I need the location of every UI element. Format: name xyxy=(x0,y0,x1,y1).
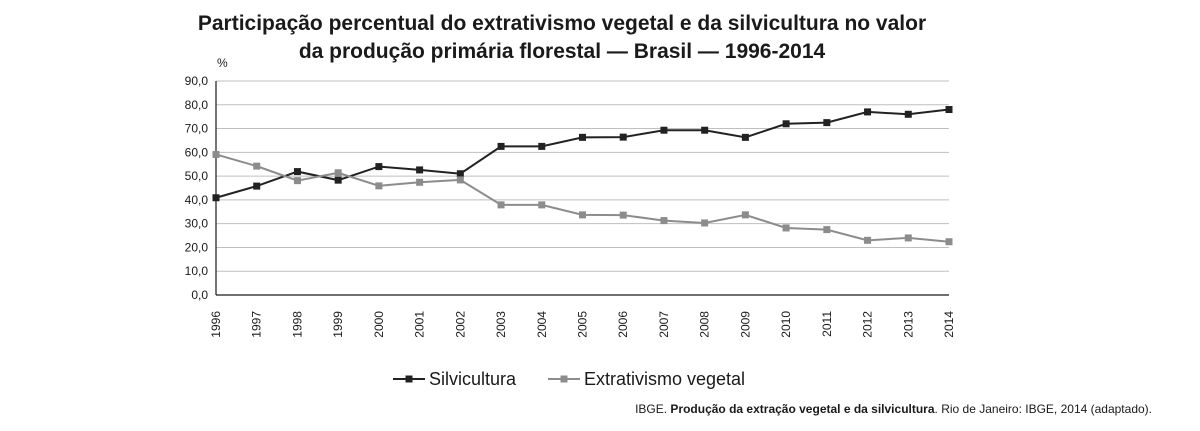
x-tick-label: 2001 xyxy=(413,311,427,338)
x-tick-label: 2002 xyxy=(453,311,467,338)
data-point xyxy=(456,170,464,178)
data-point xyxy=(456,176,464,184)
x-tick-labels: 1996 1997 1998 1999 2000 2001 2002 2003 2004 2005… xyxy=(209,311,956,338)
data-point xyxy=(782,224,790,232)
x-tick-label: 2014 xyxy=(942,311,956,338)
data-point xyxy=(619,211,627,219)
x-tick-label: 2000 xyxy=(372,311,386,338)
y-tick-label: 10,0 xyxy=(185,264,209,278)
x-tick-label: 2010 xyxy=(779,311,793,338)
y-tick-label: 20,0 xyxy=(185,240,209,254)
legend-marker xyxy=(560,375,568,383)
legend-item-extrativismo-vegetal: Extrativismo vegetal xyxy=(548,369,745,389)
data-point xyxy=(253,182,261,190)
series-extrativismo-vegetal xyxy=(212,150,953,246)
chart-title-line-2: da produção primária florestal — Brasil … xyxy=(299,40,826,63)
x-tick-label: 2012 xyxy=(861,311,875,338)
y-tick-label: 40,0 xyxy=(185,193,209,207)
data-point xyxy=(945,238,953,246)
x-tick-label: 2005 xyxy=(576,311,590,338)
data-point xyxy=(538,201,546,209)
data-point xyxy=(293,177,301,185)
data-point xyxy=(701,219,709,227)
legend-item-silvicultura: Silvicultura xyxy=(393,369,517,389)
series xyxy=(212,106,953,246)
legend-label: Extrativismo vegetal xyxy=(584,369,745,389)
series-line xyxy=(215,108,950,199)
data-point xyxy=(823,226,831,234)
x-tick-label: 2006 xyxy=(616,311,630,338)
data-point xyxy=(945,106,953,114)
legend-marker xyxy=(405,375,413,383)
x-tick-label: 2004 xyxy=(535,311,549,338)
data-point xyxy=(904,110,912,118)
data-point xyxy=(741,211,749,219)
series-silvicultura xyxy=(212,106,953,202)
data-point xyxy=(660,126,668,134)
data-point xyxy=(212,194,220,202)
y-axis-unit-label: % xyxy=(217,56,228,70)
data-point xyxy=(864,108,872,116)
data-point xyxy=(823,119,831,127)
y-tick-label: 0,0 xyxy=(191,288,208,302)
source-title: Produção da extração vegetal e da silvic… xyxy=(670,402,935,416)
x-tick-label: 2007 xyxy=(657,311,671,338)
data-point xyxy=(375,182,383,190)
data-point xyxy=(497,142,505,150)
x-tick-label: 1996 xyxy=(209,311,223,338)
y-tick-label: 70,0 xyxy=(185,122,209,136)
source-suffix: . Rio de Janeiro: IBGE, 2014 (adaptado). xyxy=(934,402,1152,416)
data-point xyxy=(334,169,342,177)
source-citation: IBGE. Produção da extração vegetal e da … xyxy=(0,402,1152,416)
x-tick-label: 2013 xyxy=(901,311,915,338)
x-tick-label: 1998 xyxy=(290,311,304,338)
data-point xyxy=(619,133,627,141)
y-tick-label: 90,0 xyxy=(185,74,209,88)
y-tick-label: 30,0 xyxy=(185,217,209,231)
data-point xyxy=(497,201,505,209)
y-tick-label: 80,0 xyxy=(185,98,209,112)
data-point xyxy=(701,126,709,134)
x-tick-label: 2008 xyxy=(698,311,712,338)
x-tick-label: 1997 xyxy=(250,311,264,338)
data-point xyxy=(538,142,546,150)
x-tick-label: 2011 xyxy=(820,311,834,337)
data-point xyxy=(416,178,424,186)
data-point xyxy=(416,166,424,174)
x-tick-label: 2009 xyxy=(738,311,752,338)
data-point xyxy=(782,120,790,128)
data-point xyxy=(660,217,668,225)
series-line xyxy=(215,153,950,243)
data-point xyxy=(864,236,872,244)
data-point xyxy=(253,162,261,170)
data-point xyxy=(293,168,301,176)
y-tick-labels: 0,0 10,0 20,0 30,0 40,0 50,0 60,0 70,0 80,0 90,0 xyxy=(185,74,209,302)
data-point xyxy=(212,150,220,158)
x-tick-label: 1999 xyxy=(331,311,345,338)
data-point xyxy=(579,211,586,219)
x-tick-label: 2003 xyxy=(494,311,508,338)
legend-label: Silvicultura xyxy=(429,369,517,389)
data-point xyxy=(741,133,749,141)
data-point xyxy=(904,234,912,242)
legend: Silvicultura Extrativismo vegetal xyxy=(393,369,745,389)
data-point xyxy=(334,176,342,184)
axes xyxy=(215,81,949,296)
source-prefix: IBGE. xyxy=(635,402,671,416)
y-tick-label: 60,0 xyxy=(185,145,209,159)
data-point xyxy=(579,133,586,141)
chart-title-line-1: Participação percentual do extrativismo … xyxy=(198,12,926,35)
y-tick-label: 50,0 xyxy=(185,169,209,183)
data-point xyxy=(375,163,383,171)
